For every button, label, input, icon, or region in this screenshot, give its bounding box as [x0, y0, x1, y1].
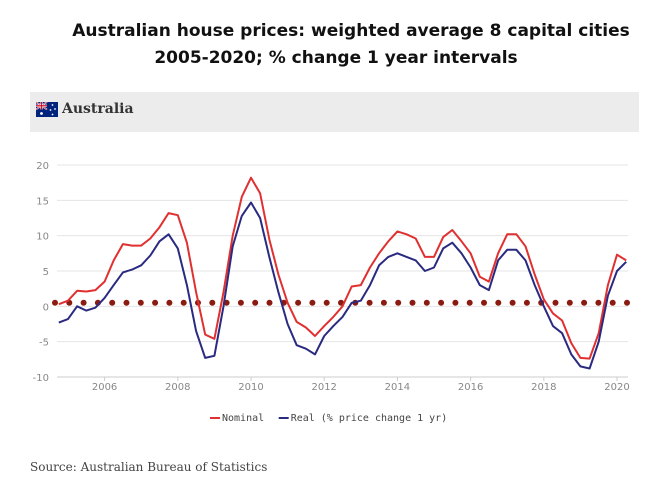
chart-title-line2: 2005-2020; % change 1 year intervals — [154, 48, 518, 68]
x-tick-label: 2016 — [458, 382, 483, 393]
y-tick-label: 0 — [43, 302, 49, 313]
y-tick-label: -5 — [39, 338, 49, 349]
x-tick-label: 2006 — [92, 382, 117, 393]
chart-title-line1: Australian house prices: weighted averag… — [72, 21, 630, 41]
x-tick-label: 2012 — [311, 382, 336, 393]
y-tick-label: 15 — [36, 196, 49, 207]
y-tick-label: 10 — [36, 232, 49, 243]
series-line-nominal — [58, 176, 627, 360]
y-tick-label: 5 — [43, 267, 49, 278]
source-note: Source: Australian Bureau of Statistics — [30, 460, 268, 474]
x-tick-label: 2018 — [531, 382, 556, 393]
x-tick-label: 2008 — [165, 382, 190, 393]
x-tick-label: 2014 — [385, 382, 410, 393]
x-tick-label: 2020 — [604, 382, 629, 393]
x-tick-label: 2010 — [238, 382, 263, 393]
australia-flag-icon — [36, 102, 58, 117]
legend-item-nominal: Nominal — [222, 413, 264, 424]
legend-item-real: Real (% price change 1 yr) — [291, 413, 448, 424]
line-chart: -10 -5 0 5 10 15 20 2006 2008 2010 2012 2014 2016 201… — [33, 161, 633, 424]
country-banner: Australia — [30, 92, 639, 132]
series-line-real — [58, 201, 627, 370]
y-tick-label: 20 — [36, 161, 49, 172]
banner-label: Australia — [62, 101, 134, 117]
y-tick-label: -10 — [33, 373, 49, 384]
chart-title: Australian house prices: weighted averag… — [0, 18, 672, 72]
